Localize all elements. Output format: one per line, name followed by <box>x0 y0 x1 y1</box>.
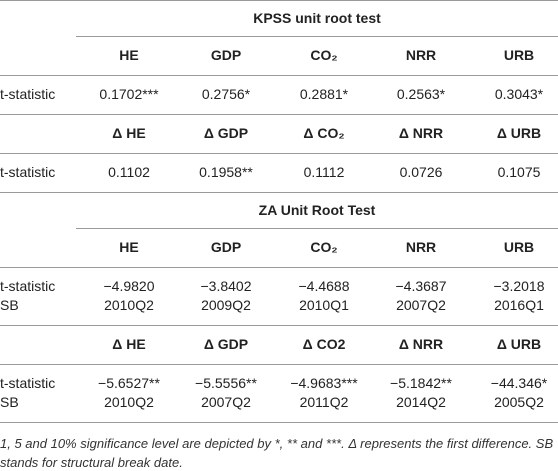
rule <box>76 228 558 229</box>
cell-value: 0.2881* <box>299 86 349 102</box>
column-header: CO₂ <box>310 239 338 255</box>
rule <box>0 153 558 154</box>
column-header: URB <box>503 47 535 63</box>
column-header: HE <box>119 239 139 255</box>
column-header: Δ HE <box>112 336 146 352</box>
column-header: GDP <box>210 47 242 63</box>
rule <box>0 114 558 115</box>
cell-value: 2010Q1 <box>299 297 349 313</box>
cell-value: 0.1112 <box>303 164 345 180</box>
cell-value: −4.9820 <box>103 278 155 294</box>
cell-value: 0.1958** <box>199 164 253 180</box>
rule <box>0 267 558 268</box>
cell-value: −5.5556** <box>195 375 257 391</box>
cell-value: 0.2563* <box>396 86 446 102</box>
column-header: NRR <box>405 47 437 63</box>
section-title: KPSS unit root test <box>253 10 381 26</box>
column-header: HE <box>119 47 139 63</box>
column-header: NRR <box>405 239 437 255</box>
cell-value: 2011Q2 <box>299 394 349 410</box>
cell-value: 2014Q2 <box>396 394 446 410</box>
cell-value: 0.1102 <box>108 164 150 180</box>
cell-value: 0.1702*** <box>99 86 159 102</box>
rule <box>0 192 558 193</box>
rule <box>0 75 558 76</box>
cell-value: 0.2756* <box>201 86 251 102</box>
row-label: t-statistic <box>0 164 56 180</box>
cell-value: −4.3687 <box>395 278 447 294</box>
row-label: t-statistic <box>0 86 56 102</box>
cell-value: −3.8402 <box>200 278 252 294</box>
column-header: Δ URB <box>496 336 542 352</box>
rule <box>0 422 558 423</box>
cell-value: 2005Q2 <box>494 394 544 410</box>
column-header: URB <box>503 239 535 255</box>
cell-value: −44.346* <box>490 375 548 391</box>
column-header: GDP <box>210 239 242 255</box>
cell-value: 2007Q2 <box>396 297 446 313</box>
row-label: t-statistic <box>0 278 56 294</box>
cell-value: −4.4688 <box>298 278 350 294</box>
cell-value: 2016Q1 <box>494 297 544 313</box>
column-header: Δ URB <box>496 125 542 141</box>
footnote: 1, 5 and 10% significance level are depi… <box>0 436 554 470</box>
column-header: Δ GDP <box>203 125 249 141</box>
column-header: Δ CO₂ <box>303 125 345 141</box>
rule <box>76 36 558 37</box>
cell-value: 2010Q2 <box>104 297 154 313</box>
column-header: Δ CO2 <box>302 336 346 352</box>
rule <box>0 0 558 1</box>
section-title: ZA Unit Root Test <box>258 202 376 218</box>
cell-value: 0.0726 <box>399 164 443 180</box>
column-header: CO₂ <box>310 47 338 63</box>
rule <box>0 325 558 326</box>
cell-value: −5.6527** <box>98 375 160 391</box>
cell-value: 2010Q2 <box>104 394 154 410</box>
cell-value: −4.9683*** <box>290 375 358 391</box>
column-header: Δ HE <box>112 125 146 141</box>
column-header: Δ NRR <box>398 336 444 352</box>
column-header: Δ GDP <box>203 336 249 352</box>
row-label: SB <box>0 394 19 410</box>
row-label: SB <box>0 297 19 313</box>
cell-value: 0.3043* <box>494 86 544 102</box>
rule <box>0 364 558 365</box>
cell-value: −3.2018 <box>493 278 545 294</box>
cell-value: −5.1842** <box>390 375 452 391</box>
cell-value: 2007Q2 <box>201 394 251 410</box>
column-header: Δ NRR <box>398 125 444 141</box>
cell-value: 0.1075 <box>497 164 541 180</box>
cell-value: 2009Q2 <box>201 297 251 313</box>
row-label: t-statistic <box>0 375 56 391</box>
